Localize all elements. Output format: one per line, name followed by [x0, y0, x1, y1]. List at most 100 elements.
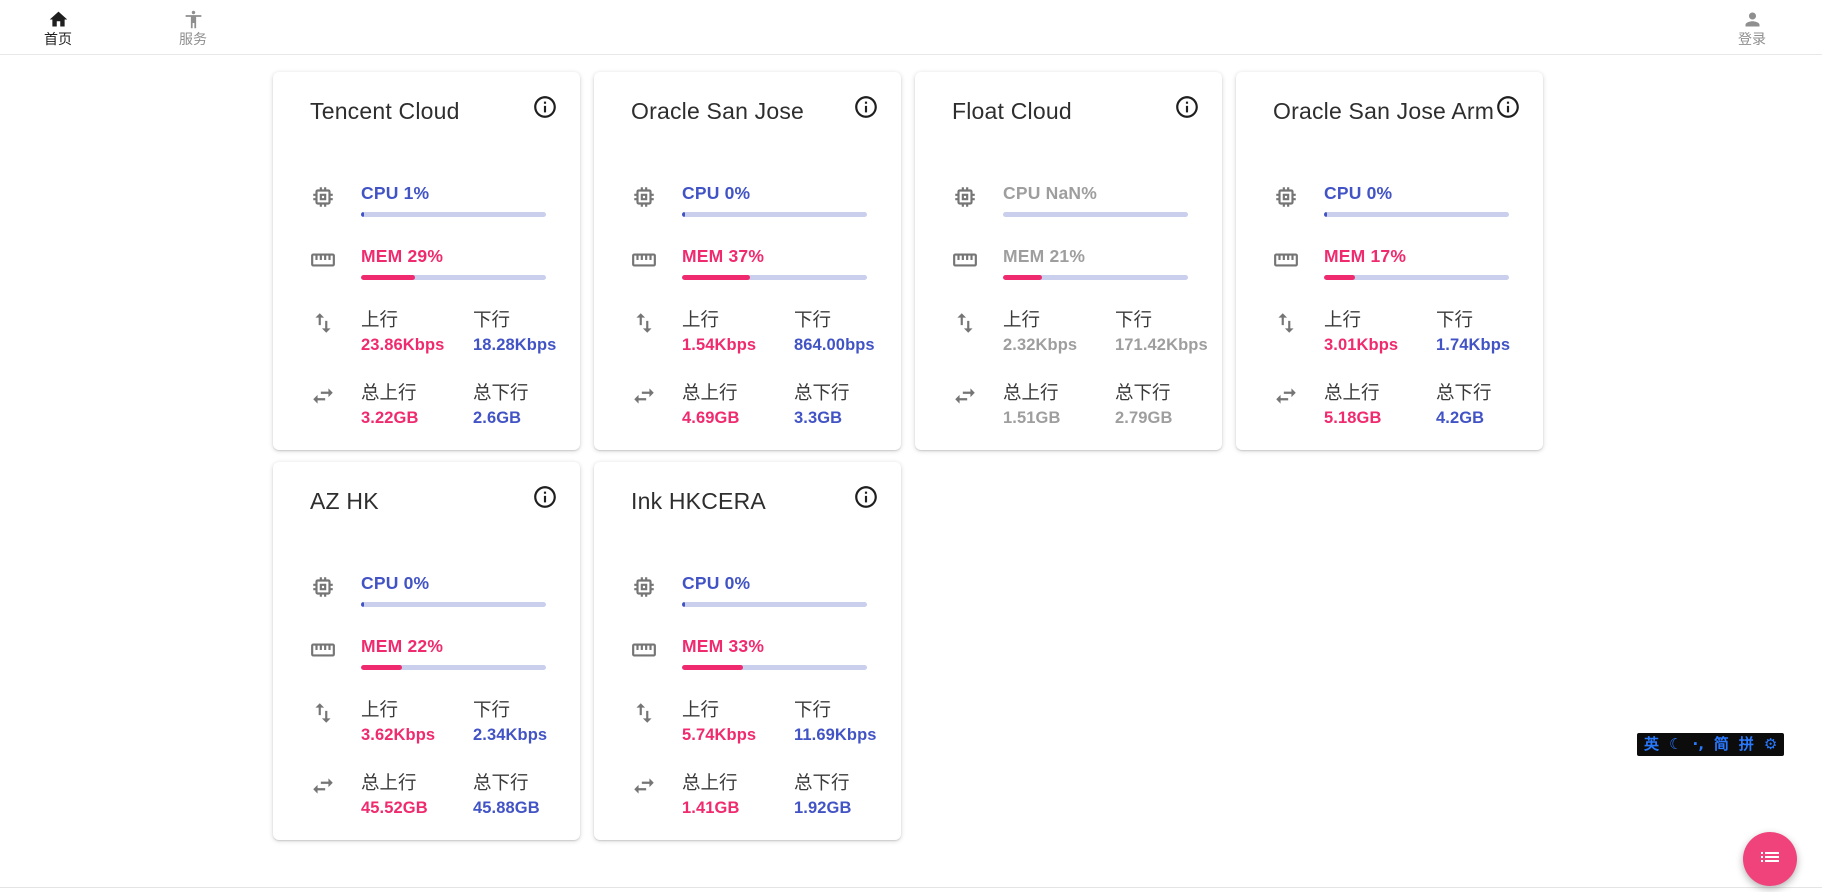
upload-stat: 上行 3.62Kbps	[361, 699, 473, 745]
upload-stat: 上行 2.32Kbps	[1003, 309, 1115, 355]
info-button[interactable]	[532, 484, 558, 510]
cpu-row: CPU 0%	[1273, 183, 1509, 217]
nav-item-home[interactable]: 首页	[28, 9, 88, 47]
total-download-stat: 总下行 3.3GB	[794, 382, 850, 428]
info-button[interactable]	[1495, 94, 1521, 120]
mem-progressbar	[682, 275, 867, 280]
ruler-icon	[952, 246, 1003, 278]
server-list-fab[interactable]	[1743, 832, 1797, 886]
mem-bar-fill	[682, 275, 751, 280]
mem-bar-fill	[1324, 275, 1356, 280]
total-upload-value: 1.51GB	[1003, 409, 1061, 427]
mem-label: MEM 29%	[361, 246, 444, 266]
nav-item-services[interactable]: 服务	[163, 9, 223, 47]
total-row: 总上行 4.69GB 总下行 3.3GB	[631, 382, 867, 428]
upload-value: 3.62Kbps	[361, 726, 436, 744]
cpu-chip-icon	[310, 573, 361, 605]
server-card: Float Cloud CPU NaN% MEM 21%	[915, 72, 1222, 450]
ime-simplified-toggle[interactable]: 简	[1713, 735, 1729, 753]
upload-label: 上行	[682, 699, 720, 720]
total-download-label: 总下行	[794, 772, 850, 793]
speed-row: 上行 5.74Kbps 下行 11.69Kbps	[631, 699, 876, 745]
cpu-progressbar	[361, 212, 546, 217]
info-button[interactable]	[1174, 94, 1200, 120]
total-upload-label: 总上行	[1003, 382, 1059, 403]
total-download-label: 总下行	[473, 772, 529, 793]
info-button[interactable]	[853, 94, 879, 120]
ime-english-toggle[interactable]: 英	[1644, 735, 1660, 753]
mem-row: MEM 29%	[310, 246, 546, 280]
download-value: 18.28Kbps	[473, 336, 557, 354]
updown-arrows-icon	[952, 309, 1003, 341]
total-download-value: 45.88GB	[473, 799, 540, 817]
cpu-label: CPU 0%	[1324, 183, 1393, 203]
total-upload-value: 45.52GB	[361, 799, 428, 817]
person-icon	[1742, 9, 1763, 30]
cpu-bar-fill	[682, 212, 685, 217]
total-upload-label: 总上行	[682, 772, 738, 793]
cpu-chip-icon	[631, 573, 682, 605]
ruler-icon	[310, 246, 361, 278]
download-value: 11.69Kbps	[794, 726, 877, 744]
mem-row: MEM 33%	[631, 636, 867, 670]
mem-label: MEM 33%	[682, 636, 765, 656]
download-stat: 下行 18.28Kbps	[473, 309, 556, 355]
server-card: Oracle San Jose Arm CPU 0% MEM 17%	[1236, 72, 1543, 450]
cpu-bar-fill	[682, 602, 685, 607]
nav-item-login[interactable]: 登录	[1722, 9, 1782, 47]
mem-progressbar	[682, 665, 867, 670]
total-upload-stat: 总上行 1.51GB	[1003, 382, 1115, 428]
download-stat: 下行 864.00bps	[794, 309, 875, 355]
cpu-bar-fill	[361, 602, 364, 607]
total-download-value: 2.6GB	[473, 409, 522, 427]
mem-bar-fill	[361, 275, 415, 280]
total-upload-stat: 总上行 4.69GB	[682, 382, 794, 428]
mem-label: MEM 17%	[1324, 246, 1407, 266]
total-download-stat: 总下行 4.2GB	[1436, 382, 1492, 428]
total-download-label: 总下行	[794, 382, 850, 403]
total-upload-label: 总上行	[361, 382, 417, 403]
total-upload-stat: 总上行 3.22GB	[361, 382, 473, 428]
server-card: Tencent Cloud CPU 1% MEM 29%	[273, 72, 580, 450]
mem-row: MEM 37%	[631, 246, 867, 280]
total-upload-stat: 总上行 45.52GB	[361, 772, 473, 818]
download-value: 1.74Kbps	[1436, 336, 1511, 354]
cpu-bar-fill	[1324, 212, 1327, 217]
server-title: Tencent Cloud	[310, 98, 460, 124]
cpu-chip-icon	[631, 183, 682, 215]
total-upload-label: 总上行	[1324, 382, 1380, 403]
cpu-label: CPU 0%	[682, 183, 751, 203]
swap-arrows-icon	[631, 382, 682, 414]
punctuation-toggle-icon[interactable]: ·‚	[1692, 735, 1704, 753]
cpu-row: CPU 1%	[310, 183, 546, 217]
services-icon	[183, 9, 204, 30]
info-button[interactable]	[853, 484, 879, 510]
download-stat: 下行 11.69Kbps	[794, 699, 877, 745]
total-upload-stat: 总上行 5.18GB	[1324, 382, 1436, 428]
download-label: 下行	[794, 699, 832, 720]
server-title: AZ HK	[310, 488, 379, 514]
upload-label: 上行	[361, 309, 399, 330]
upload-stat: 上行 1.54Kbps	[682, 309, 794, 355]
mem-progressbar	[361, 275, 546, 280]
speed-row: 上行 3.62Kbps 下行 2.34Kbps	[310, 699, 547, 745]
ime-pinyin-toggle[interactable]: 拼	[1738, 735, 1754, 753]
cpu-progressbar	[1324, 212, 1509, 217]
download-stat: 下行 171.42Kbps	[1115, 309, 1208, 355]
mem-label: MEM 22%	[361, 636, 444, 656]
total-row: 总上行 1.41GB 总下行 1.92GB	[631, 772, 867, 818]
total-upload-label: 总上行	[361, 772, 417, 793]
cpu-chip-icon	[310, 183, 361, 215]
info-button[interactable]	[532, 94, 558, 120]
speed-row: 上行 3.01Kbps 下行 1.74Kbps	[1273, 309, 1511, 355]
speed-row: 上行 1.54Kbps 下行 864.00bps	[631, 309, 875, 355]
speed-row: 上行 23.86Kbps 下行 18.28Kbps	[310, 309, 556, 355]
updown-arrows-icon	[631, 699, 682, 731]
gear-icon[interactable]: ⚙	[1763, 735, 1778, 753]
cpu-row: CPU 0%	[310, 573, 546, 607]
swap-arrows-icon	[310, 382, 361, 414]
nav-home-label: 首页	[44, 31, 72, 47]
server-card: AZ HK CPU 0% MEM 22%	[273, 462, 580, 840]
upload-stat: 上行 23.86Kbps	[361, 309, 473, 355]
moon-icon[interactable]: ☾	[1669, 735, 1683, 753]
